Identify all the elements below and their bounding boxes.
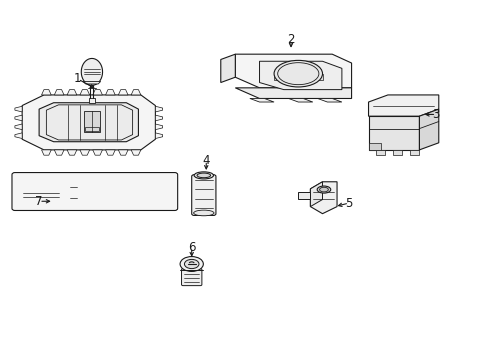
Polygon shape	[221, 54, 235, 82]
FancyBboxPatch shape	[21, 181, 62, 202]
Polygon shape	[368, 143, 381, 150]
FancyBboxPatch shape	[123, 192, 139, 202]
Text: 7: 7	[35, 195, 43, 208]
Polygon shape	[93, 150, 102, 155]
Polygon shape	[289, 99, 313, 102]
Polygon shape	[42, 150, 51, 155]
Polygon shape	[39, 103, 138, 142]
FancyBboxPatch shape	[142, 180, 159, 190]
Polygon shape	[80, 150, 90, 155]
Polygon shape	[260, 61, 342, 90]
Polygon shape	[54, 90, 64, 95]
Polygon shape	[318, 99, 342, 102]
Text: 6: 6	[188, 241, 196, 254]
Polygon shape	[83, 81, 100, 84]
Polygon shape	[105, 90, 115, 95]
Polygon shape	[298, 192, 310, 199]
FancyBboxPatch shape	[101, 202, 116, 207]
FancyBboxPatch shape	[84, 202, 98, 207]
Polygon shape	[131, 90, 141, 95]
Polygon shape	[376, 150, 386, 155]
FancyBboxPatch shape	[40, 184, 47, 192]
Polygon shape	[235, 54, 352, 88]
Polygon shape	[310, 182, 322, 207]
Polygon shape	[155, 106, 163, 112]
Polygon shape	[89, 99, 96, 103]
Ellipse shape	[274, 60, 322, 87]
FancyBboxPatch shape	[181, 269, 202, 285]
Polygon shape	[81, 58, 102, 85]
Polygon shape	[42, 90, 51, 95]
FancyBboxPatch shape	[101, 192, 117, 203]
Polygon shape	[67, 90, 77, 95]
Ellipse shape	[184, 260, 199, 269]
Ellipse shape	[317, 186, 331, 193]
Polygon shape	[419, 109, 439, 150]
Polygon shape	[80, 90, 90, 95]
Ellipse shape	[319, 187, 328, 192]
Polygon shape	[119, 90, 128, 95]
Polygon shape	[410, 150, 419, 155]
Polygon shape	[155, 133, 163, 139]
Text: 2: 2	[287, 33, 295, 46]
FancyBboxPatch shape	[31, 184, 38, 192]
FancyBboxPatch shape	[142, 192, 159, 202]
Polygon shape	[393, 150, 402, 155]
Polygon shape	[368, 116, 419, 150]
Polygon shape	[250, 99, 274, 102]
Polygon shape	[15, 124, 22, 130]
Polygon shape	[15, 133, 22, 139]
Polygon shape	[310, 182, 337, 214]
FancyBboxPatch shape	[84, 181, 99, 192]
Polygon shape	[15, 106, 22, 112]
Ellipse shape	[197, 173, 211, 178]
Polygon shape	[274, 74, 322, 80]
FancyBboxPatch shape	[67, 202, 81, 207]
Polygon shape	[368, 95, 439, 116]
Polygon shape	[22, 95, 155, 150]
Polygon shape	[131, 150, 141, 155]
Polygon shape	[105, 150, 115, 155]
Polygon shape	[84, 111, 99, 132]
Polygon shape	[93, 90, 102, 95]
Polygon shape	[15, 115, 22, 121]
FancyBboxPatch shape	[12, 172, 178, 211]
FancyBboxPatch shape	[101, 181, 117, 192]
FancyBboxPatch shape	[123, 180, 139, 190]
Polygon shape	[119, 150, 128, 155]
Ellipse shape	[194, 172, 214, 179]
Polygon shape	[155, 115, 163, 121]
Ellipse shape	[180, 257, 203, 271]
Polygon shape	[235, 88, 352, 99]
Polygon shape	[67, 150, 77, 155]
Text: 4: 4	[202, 154, 210, 167]
FancyBboxPatch shape	[84, 192, 99, 203]
FancyBboxPatch shape	[192, 175, 216, 215]
Text: 5: 5	[345, 197, 353, 210]
FancyBboxPatch shape	[66, 192, 82, 203]
Ellipse shape	[194, 210, 214, 216]
Text: 1: 1	[74, 72, 82, 85]
FancyBboxPatch shape	[66, 181, 82, 192]
Polygon shape	[54, 150, 64, 155]
FancyBboxPatch shape	[23, 184, 30, 192]
Text: 3: 3	[433, 108, 440, 121]
Polygon shape	[155, 124, 163, 130]
